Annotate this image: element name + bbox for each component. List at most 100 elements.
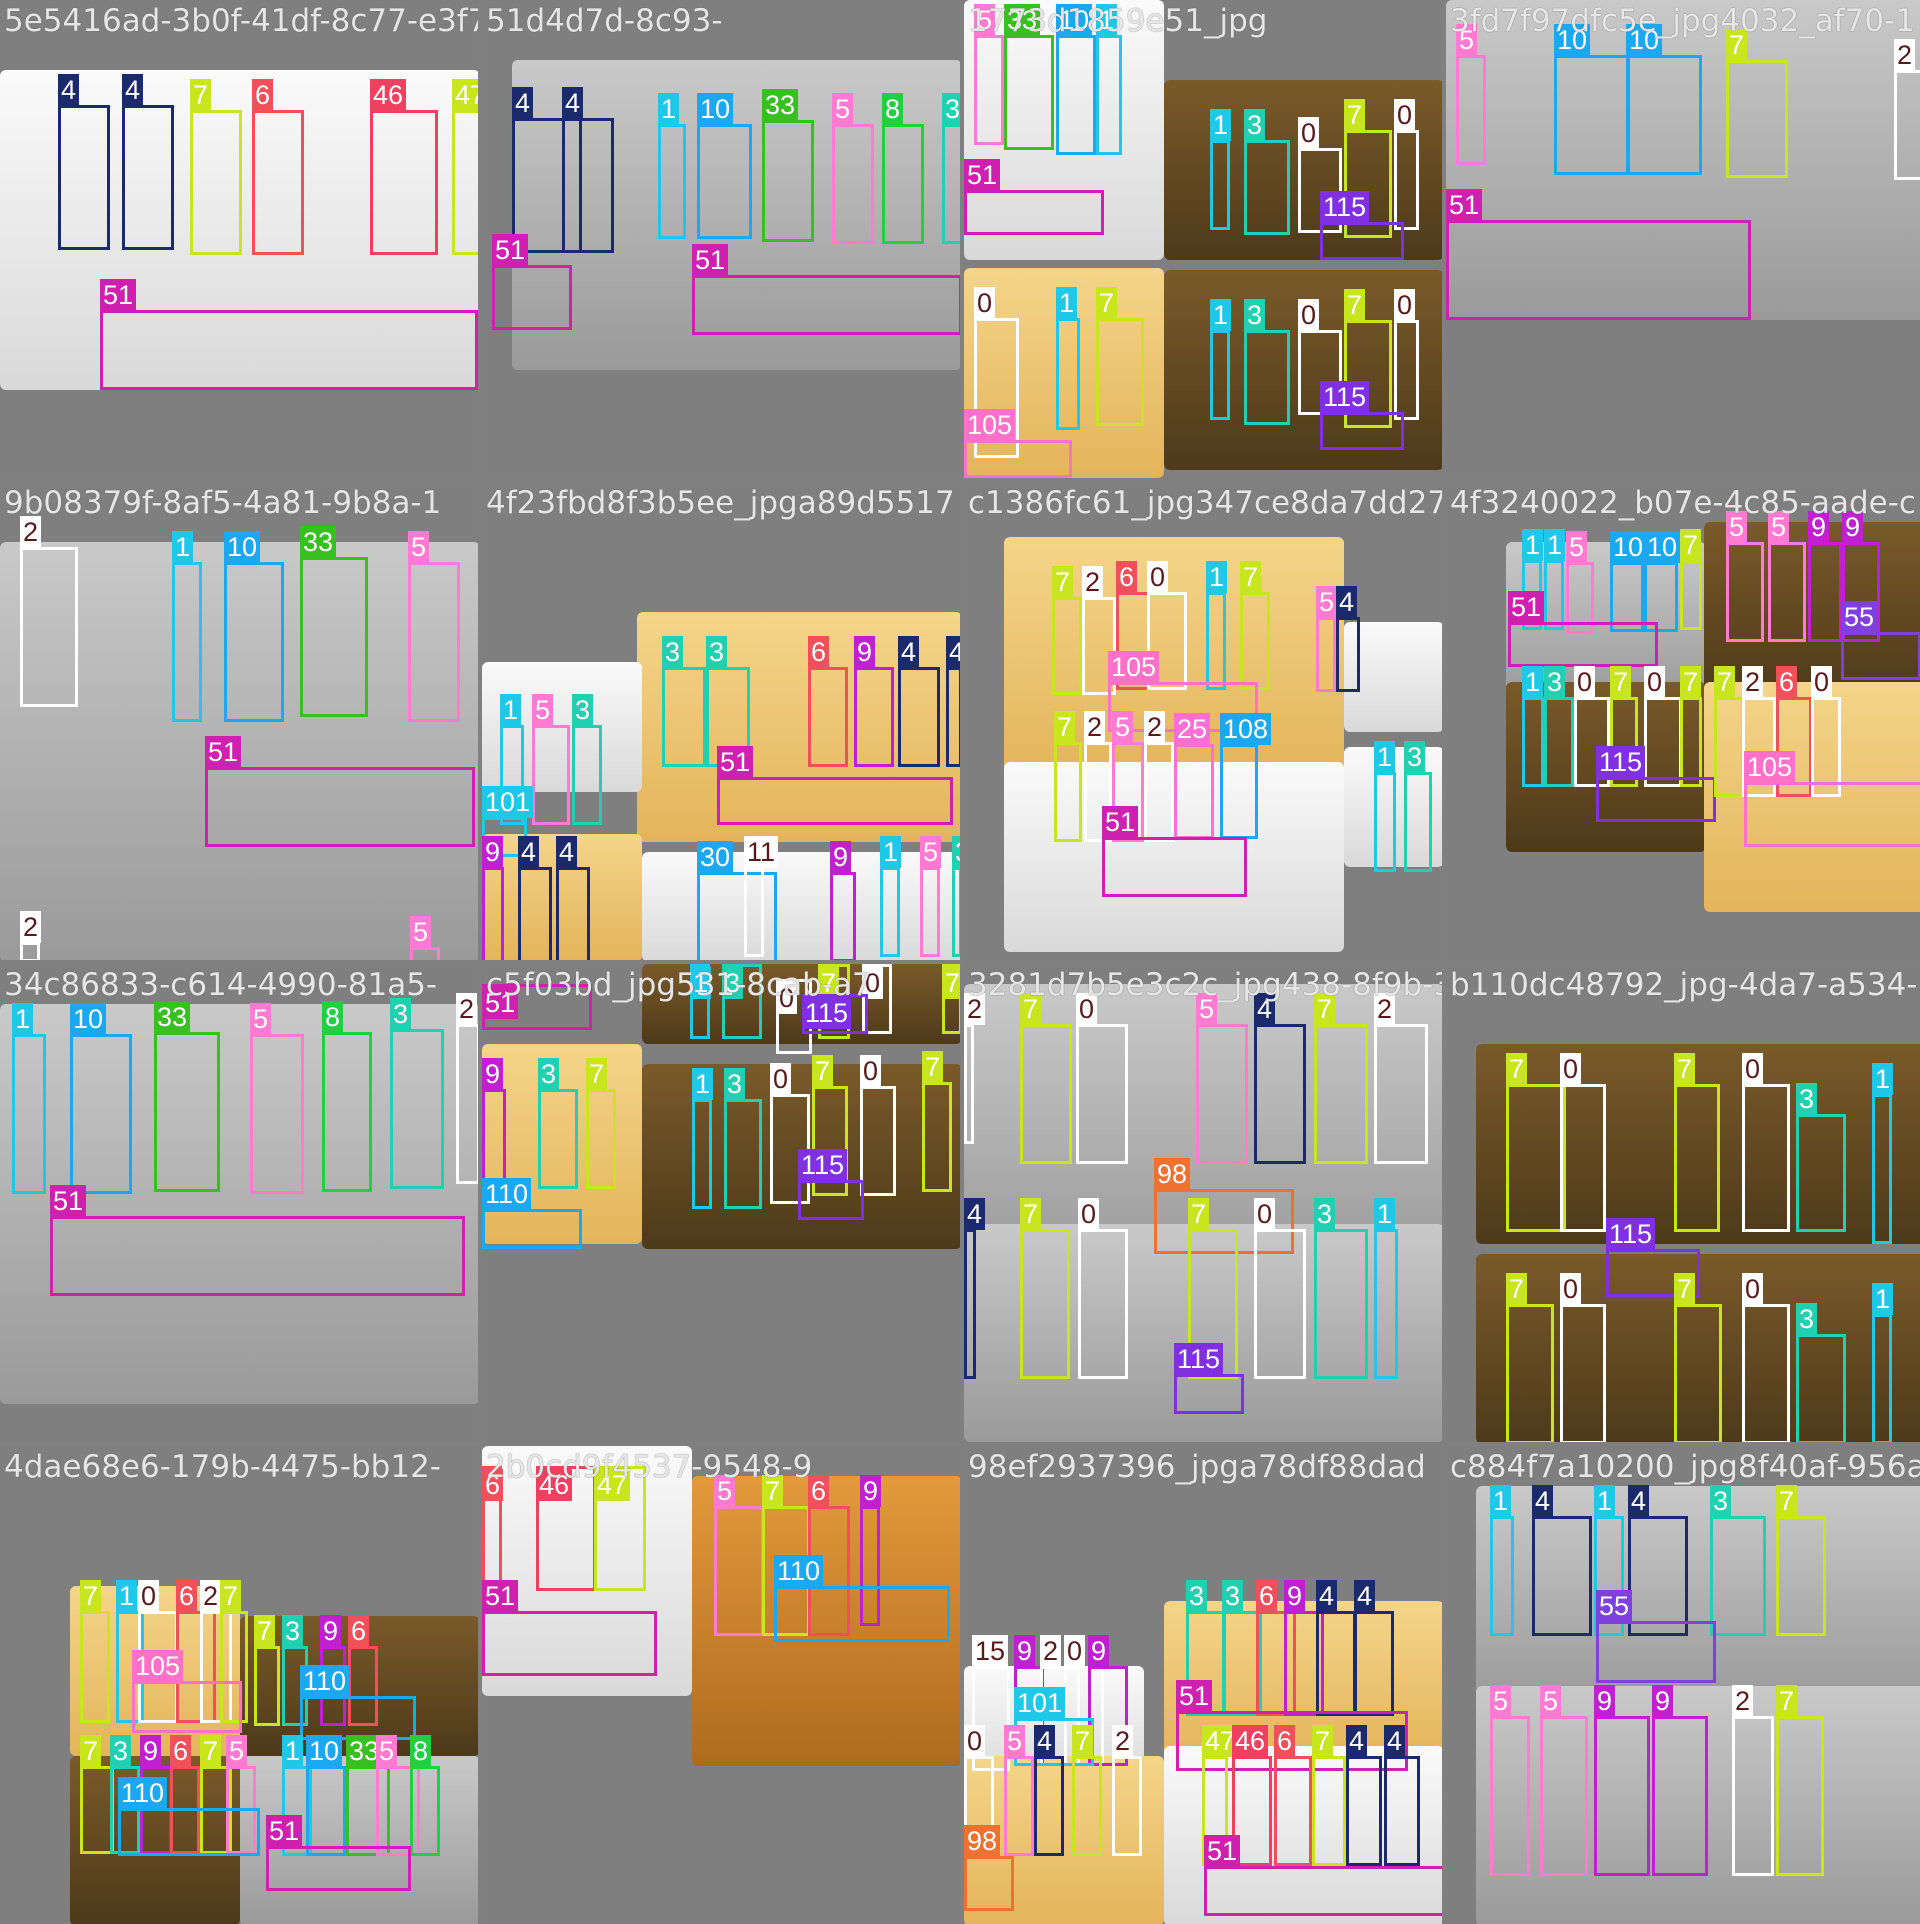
mosaic-tile: c1386fc61_jpg347ce8da7dd274 7 2 6 0 1 7 105 5 4 7 2… (964, 482, 1442, 960)
class-label: 0 (974, 287, 996, 319)
class-label: 5 (1566, 531, 1588, 563)
detection-box: 7 (1680, 666, 1702, 787)
mosaic-tile: 4f23fbd8f3b5ee_jpga89d5517 3 3 6 9 4 4 1 5 3 101 51… (482, 482, 960, 960)
class-label: 5 (408, 531, 430, 563)
detection-box: 1 (692, 1068, 714, 1209)
mosaic-tile: c884f7a10200_jpg8f40af-956a-f0 1 4 1 4 3 7 55 5 5… (1446, 1446, 1920, 1924)
class-label: 98 (964, 1825, 1001, 1857)
detection-box: 9 (854, 636, 894, 767)
detection-box: 8 (410, 1735, 440, 1856)
detection-box: 105 (964, 409, 1072, 478)
detection-box: 33 (300, 526, 368, 717)
class-label: 6 (170, 1735, 192, 1767)
detection-box: 7 (1714, 666, 1744, 797)
detection-box: 11 (744, 836, 779, 957)
detection-box: 10 (306, 1735, 346, 1856)
detection-box: 5 (832, 93, 874, 244)
class-label: 1 (1096, 4, 1118, 36)
class-label: 8 (410, 1735, 432, 1767)
class-label: 7 (1610, 666, 1632, 698)
class-label: 7 (586, 1058, 608, 1090)
detection-box: 5 (408, 531, 460, 722)
class-label: 3 (1796, 1303, 1818, 1335)
class-label: 46 (1232, 1725, 1269, 1757)
class-label: 0 (770, 1063, 792, 1095)
detection-box: 115 (802, 994, 868, 1034)
detection-box: 1 (1210, 109, 1232, 230)
class-label: 4 (964, 1198, 986, 1230)
tile-filename: 4f3240022_b07e-4c85-aade-c (1450, 485, 1916, 521)
class-label: 4 (1628, 1485, 1650, 1517)
detection-box: 3 (538, 1058, 578, 1189)
class-label: 2 (964, 993, 986, 1025)
class-label: 51 (50, 1185, 87, 1217)
class-label: 101 (1014, 1687, 1066, 1719)
class-label: 7 (1314, 993, 1336, 1025)
class-label: 10 (224, 531, 261, 563)
mosaic-tile: 9b08379f-8af5-4a81-9b8a-1 2 1 10 33 5 51 2 5 (0, 482, 478, 960)
class-label: 3 (390, 998, 412, 1030)
class-label: 3 (1244, 299, 1266, 331)
detection-box: 51 (205, 736, 475, 847)
class-label: 9 (860, 1475, 882, 1507)
detection-box: 0 (1742, 1273, 1790, 1442)
class-label: 46 (370, 79, 407, 111)
class-label: 7 (1312, 1725, 1334, 1757)
class-label: 7 (1096, 287, 1118, 319)
class-label: 9 (854, 636, 876, 668)
detection-box: 7 (1680, 529, 1702, 630)
class-label: 51 (1102, 806, 1139, 838)
detection-box: 0 (1811, 666, 1841, 797)
class-label: 98 (1154, 1158, 1191, 1190)
detection-box: 4 (518, 836, 552, 960)
class-label: 3 (722, 967, 744, 999)
class-label: 9 (1652, 1685, 1674, 1717)
class-label: 3 (572, 694, 594, 726)
class-label: 6 (1116, 561, 1138, 593)
class-label: 4 (1316, 1580, 1338, 1612)
class-label: 7 (1776, 1685, 1798, 1717)
detection-box: 0 (1394, 99, 1419, 230)
class-label: 2 (1374, 993, 1396, 1025)
detection-box: 8 (322, 1001, 372, 1192)
class-label: 2 (20, 911, 42, 943)
class-label: 3 (110, 1735, 132, 1767)
detection-box: 51 (1446, 189, 1751, 320)
class-label: 1 (692, 1068, 714, 1100)
class-label: 55 (1841, 601, 1878, 633)
class-label: 3 (282, 1615, 304, 1647)
detection-box: 1 (1374, 1198, 1398, 1379)
class-label: 7 (1680, 666, 1702, 698)
class-label: 9 (1014, 1635, 1036, 1667)
detection-box: 7 (1096, 287, 1144, 426)
class-label: 1 (116, 1580, 138, 1612)
class-label: 115 (1320, 191, 1370, 223)
detection-box: 2 (1742, 666, 1776, 797)
mosaic-tile: 3281d7b5e3c2c_jpg438-8f9b-3 2 7 0 5 4 7 2 98 4 7 0 7… (964, 964, 1442, 1442)
detection-box: 51 (482, 984, 592, 1030)
license-plate-image (692, 1476, 960, 1766)
detection-box: 2 (964, 993, 986, 1144)
detection-box: 1 (1872, 1283, 1894, 1442)
class-label: 6 (1776, 666, 1798, 698)
class-label: 2 (1742, 666, 1764, 698)
class-label: 9 (1808, 511, 1830, 543)
detection-box: 3 (110, 1735, 140, 1854)
detection-box: 110 (482, 1178, 582, 1249)
class-label: 4 (58, 74, 80, 106)
tile-filename: 3fd7f97dfc5e_jpg4032_af70-1 (1450, 3, 1915, 39)
detection-box: 7 (1314, 993, 1368, 1164)
class-label: 46 (536, 1469, 573, 1501)
detection-box: 6 (348, 1615, 378, 1726)
class-label: 7 (762, 1475, 784, 1507)
class-label: 2 (20, 516, 42, 548)
detection-box: 4 (1384, 1725, 1420, 1866)
class-label: 7 (80, 1580, 102, 1612)
detection-box: 33 (762, 89, 814, 242)
class-label: 1 (1872, 1063, 1894, 1095)
license-plate-image (1446, 0, 1920, 320)
tile-filename: 9b08379f-8af5-4a81-9b8a-1 (4, 485, 442, 521)
detection-box: 3 (1244, 299, 1290, 425)
class-label: 2 (1144, 711, 1166, 743)
class-label: 115 (1606, 1218, 1656, 1250)
